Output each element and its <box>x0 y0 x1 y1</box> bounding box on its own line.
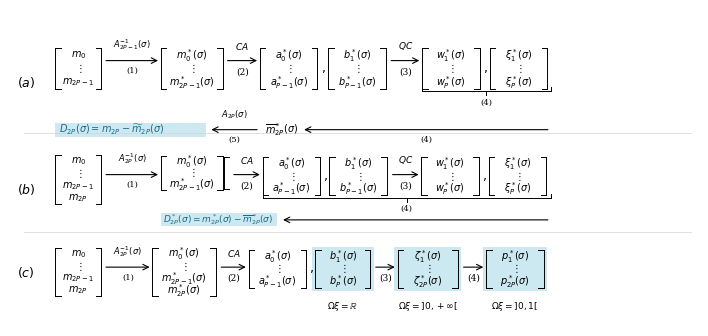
Text: $\xi_1^*(\sigma)$: $\xi_1^*(\sigma)$ <box>505 47 532 64</box>
Bar <box>312 247 374 291</box>
Text: $CA$: $CA$ <box>235 41 249 52</box>
Text: $\vdots$: $\vdots$ <box>74 259 82 272</box>
Text: $\vdots$: $\vdots$ <box>447 170 454 183</box>
Text: (1): (1) <box>126 67 138 75</box>
Text: $A_{2P-1}^{-1}(\sigma)$: $A_{2P-1}^{-1}(\sigma)$ <box>113 37 151 52</box>
Text: $\vdots$: $\vdots$ <box>181 259 188 272</box>
Text: $\zeta_{2P}^*(\sigma)$: $\zeta_{2P}^*(\sigma)$ <box>413 273 442 290</box>
Text: $p_{2P}^*(\sigma)$: $p_{2P}^*(\sigma)$ <box>500 273 530 290</box>
Text: $\overline{m}_{2P}^*(\sigma)$: $\overline{m}_{2P}^*(\sigma)$ <box>265 121 298 138</box>
Bar <box>483 247 547 291</box>
Text: $m_0$: $m_0$ <box>71 49 86 61</box>
Text: $D_{2P}(\sigma) = m_{2P} - \widetilde{m}_{2P}(\sigma)$: $D_{2P}(\sigma) = m_{2P} - \widetilde{m}… <box>59 122 164 137</box>
Text: (4): (4) <box>467 274 480 283</box>
Text: $\xi_P^*(\sigma)$: $\xi_P^*(\sigma)$ <box>505 74 532 91</box>
Text: $m_{2P}$: $m_{2P}$ <box>69 192 88 204</box>
Text: $\vdots$: $\vdots$ <box>355 170 362 183</box>
Text: $D_{2P}^*(\sigma) = m_{2P}^*(\sigma) - \overline{m}_{2P}^*(\sigma)$: $D_{2P}^*(\sigma) = m_{2P}^*(\sigma) - \… <box>163 212 273 227</box>
Text: $\vdots$: $\vdots$ <box>74 62 82 75</box>
Text: $\zeta_1^*(\sigma)$: $\zeta_1^*(\sigma)$ <box>414 248 442 265</box>
Text: (4): (4) <box>401 205 413 213</box>
Text: $a_0^*(\sigma)$: $a_0^*(\sigma)$ <box>278 155 305 172</box>
Text: $a_0^*(\sigma)$: $a_0^*(\sigma)$ <box>263 248 291 265</box>
Text: $m_{2P-1}^*(\sigma)$: $m_{2P-1}^*(\sigma)$ <box>169 176 215 193</box>
Text: $m_0^*(\sigma)$: $m_0^*(\sigma)$ <box>169 245 200 262</box>
Text: $m_0$: $m_0$ <box>71 156 86 167</box>
Text: $\vdots$: $\vdots$ <box>424 262 431 275</box>
Text: $A_{2P}(\sigma)$: $A_{2P}(\sigma)$ <box>221 109 248 121</box>
Text: $a_{P-1}^*(\sigma)$: $a_{P-1}^*(\sigma)$ <box>270 74 308 91</box>
Text: $(c)$: $(c)$ <box>17 264 35 280</box>
Text: $a_{P-1}^*(\sigma)$: $a_{P-1}^*(\sigma)$ <box>273 180 311 197</box>
Text: $m_0^*(\sigma)$: $m_0^*(\sigma)$ <box>176 47 207 64</box>
Text: $m_{2P-1}^*(\sigma)$: $m_{2P-1}^*(\sigma)$ <box>169 74 215 91</box>
Text: $m_{2P}$: $m_{2P}$ <box>69 285 88 296</box>
Text: (2): (2) <box>236 67 249 76</box>
Text: $CA$: $CA$ <box>240 155 253 166</box>
Text: (4): (4) <box>481 98 492 107</box>
Text: $m_{2P-1}$: $m_{2P-1}$ <box>62 77 94 88</box>
Text: $\vdots$: $\vdots$ <box>515 62 522 75</box>
Text: $A_{2P}^{-1}(\sigma)$: $A_{2P}^{-1}(\sigma)$ <box>113 244 142 259</box>
Text: (3): (3) <box>399 181 412 190</box>
Text: (4): (4) <box>420 136 432 144</box>
Text: $w_P^*(\sigma)$: $w_P^*(\sigma)$ <box>436 74 466 91</box>
Text: $\vdots$: $\vdots$ <box>285 62 292 75</box>
Text: $w_1^*(\sigma)$: $w_1^*(\sigma)$ <box>435 155 465 172</box>
Text: $m_{2P-1}$: $m_{2P-1}$ <box>62 180 94 192</box>
Text: (2): (2) <box>227 274 240 283</box>
Text: (3): (3) <box>399 67 411 76</box>
Text: $CA$: $CA$ <box>227 248 241 259</box>
Text: $\vdots$: $\vdots$ <box>287 170 295 183</box>
Text: $m_0$: $m_0$ <box>71 248 86 260</box>
Text: $(b)$: $(b)$ <box>17 182 35 197</box>
Text: $\Omega\xi = ]0, 1[$: $\Omega\xi = ]0, 1[$ <box>491 300 539 313</box>
Text: $A_{2P}^{-1}(\sigma)$: $A_{2P}^{-1}(\sigma)$ <box>118 152 147 166</box>
Text: $m_{2P}^*(\sigma)$: $m_{2P}^*(\sigma)$ <box>167 282 200 299</box>
Text: $QC$: $QC$ <box>398 154 413 166</box>
Text: $\vdots$: $\vdots$ <box>514 170 521 183</box>
Text: $b_{P-1}^*(\sigma)$: $b_{P-1}^*(\sigma)$ <box>339 180 377 197</box>
Bar <box>161 213 277 226</box>
Text: $a_0^*(\sigma)$: $a_0^*(\sigma)$ <box>275 47 302 64</box>
Text: $\vdots$: $\vdots$ <box>74 167 82 180</box>
Text: $b_1^*(\sigma)$: $b_1^*(\sigma)$ <box>343 47 371 64</box>
Text: $,$: $,$ <box>323 170 328 183</box>
Text: $\xi_P^*(\sigma)$: $\xi_P^*(\sigma)$ <box>504 180 532 197</box>
Text: $m_{2P-1}$: $m_{2P-1}$ <box>62 272 94 284</box>
Text: $p_1^*(\sigma)$: $p_1^*(\sigma)$ <box>501 248 529 265</box>
Text: (2): (2) <box>241 181 253 190</box>
Text: $\Omega\xi = \mathbb{R}$: $\Omega\xi = \mathbb{R}$ <box>327 300 358 313</box>
Text: $w_1^*(\sigma)$: $w_1^*(\sigma)$ <box>436 47 466 64</box>
Text: $\vdots$: $\vdots$ <box>274 262 281 275</box>
Text: $\xi_1^*(\sigma)$: $\xi_1^*(\sigma)$ <box>504 155 532 172</box>
Text: $\vdots$: $\vdots$ <box>188 62 195 75</box>
Text: $,$: $,$ <box>321 62 326 75</box>
Text: (1): (1) <box>126 181 138 189</box>
Text: $\Omega\xi = ]0, +\infty[$: $\Omega\xi = ]0, +\infty[$ <box>398 300 458 313</box>
Text: $b_1^*(\sigma)$: $b_1^*(\sigma)$ <box>344 155 372 172</box>
Text: $\vdots$: $\vdots$ <box>353 62 360 75</box>
Bar <box>55 123 207 137</box>
Text: (3): (3) <box>379 274 392 283</box>
Text: $b_P^*(\sigma)$: $b_P^*(\sigma)$ <box>329 273 357 290</box>
Text: $,$: $,$ <box>483 62 487 75</box>
Text: $w_P^*(\sigma)$: $w_P^*(\sigma)$ <box>435 180 465 197</box>
Text: $a_{P-1}^*(\sigma)$: $a_{P-1}^*(\sigma)$ <box>258 273 297 290</box>
Text: $b_1^*(\sigma)$: $b_1^*(\sigma)$ <box>329 248 357 265</box>
Text: $\vdots$: $\vdots$ <box>188 166 195 179</box>
Text: $(a)$: $(a)$ <box>17 75 35 90</box>
Text: $,$: $,$ <box>482 170 486 183</box>
Text: (5): (5) <box>228 136 240 144</box>
Bar <box>394 247 462 291</box>
Text: $\vdots$: $\vdots$ <box>339 262 346 275</box>
Text: $\vdots$: $\vdots$ <box>511 262 518 275</box>
Text: $QC$: $QC$ <box>398 40 413 52</box>
Text: $,$: $,$ <box>309 262 314 275</box>
Text: $b_{P-1}^*(\sigma)$: $b_{P-1}^*(\sigma)$ <box>338 74 376 91</box>
Text: $m_0^*(\sigma)$: $m_0^*(\sigma)$ <box>176 153 207 170</box>
Text: $\vdots$: $\vdots$ <box>447 62 455 75</box>
Text: (1): (1) <box>122 274 134 282</box>
Text: $m_{2P-1}^*(\sigma)$: $m_{2P-1}^*(\sigma)$ <box>161 270 207 287</box>
